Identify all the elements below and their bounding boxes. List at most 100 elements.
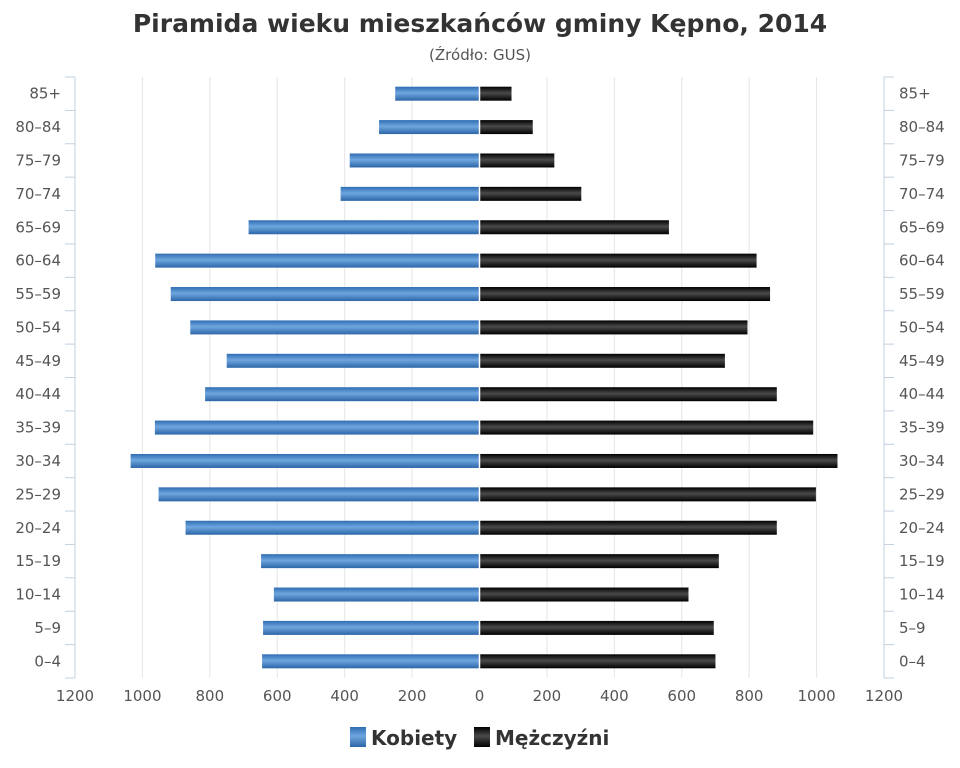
x-tick-label: 1200 — [56, 687, 94, 705]
bar-kobiety[interactable] — [170, 287, 480, 302]
category-label-right: 70–74 — [899, 185, 945, 203]
category-label-right: 5–9 — [899, 619, 926, 637]
category-label-right: 80–84 — [899, 118, 945, 136]
bar-kobiety[interactable] — [185, 520, 480, 535]
bar-mezczyzni[interactable] — [479, 220, 669, 235]
category-label-right: 65–69 — [899, 218, 945, 236]
category-label-left: 35–39 — [15, 419, 61, 437]
x-tick-labels: 1200 1000 800 600 400 200 0 200 400 600 800 1000 120… — [56, 687, 903, 705]
category-label-left: 55–59 — [15, 285, 61, 303]
bar-mezczyzni[interactable] — [479, 287, 771, 302]
x-tick-label: 800 — [196, 687, 225, 705]
bar-kobiety[interactable] — [190, 320, 480, 335]
bar-kobiety[interactable] — [205, 387, 480, 402]
chart-subtitle: (Źródło: GUS) — [429, 45, 531, 64]
category-label-left: 80–84 — [15, 118, 61, 136]
category-label-right: 85+ — [899, 85, 931, 103]
category-label-left: 70–74 — [15, 185, 61, 203]
legend-swatch-mezczyzni — [474, 727, 490, 747]
bar-kobiety[interactable] — [248, 220, 480, 235]
category-label-left: 75–79 — [15, 151, 61, 169]
category-label-right: 10–14 — [899, 586, 945, 604]
legend-label-kobiety: Kobiety — [371, 726, 457, 750]
category-label-right: 30–34 — [899, 452, 945, 470]
category-label-left: 45–49 — [15, 352, 61, 370]
bar-kobiety[interactable] — [261, 554, 480, 569]
x-tick-label: 800 — [735, 687, 764, 705]
category-labels: 85+ 85+ 80–84 80–84 75–79 75–79 70–74 70–74 65–6… — [15, 85, 944, 671]
bar-kobiety[interactable] — [158, 487, 480, 502]
legend-label-mezczyzni: Mężczyźni — [495, 726, 609, 750]
bar-mezczyzni[interactable] — [479, 120, 533, 135]
bar-kobiety[interactable] — [130, 453, 480, 468]
bar-mezczyzni[interactable] — [479, 353, 725, 368]
bar-kobiety[interactable] — [379, 120, 480, 135]
category-label-left: 65–69 — [15, 218, 61, 236]
bar-mezczyzni[interactable] — [479, 253, 757, 268]
bar-mezczyzni[interactable] — [479, 453, 838, 468]
bar-kobiety[interactable] — [349, 153, 480, 168]
x-tick-label: 400 — [330, 687, 359, 705]
bar-kobiety[interactable] — [262, 654, 480, 669]
bar-kobiety[interactable] — [340, 186, 480, 201]
bar-mezczyzni[interactable] — [479, 554, 719, 569]
category-label-right: 15–19 — [899, 552, 945, 570]
x-tick-label: 400 — [600, 687, 629, 705]
bar-kobiety[interactable] — [155, 253, 480, 268]
category-label-right: 0–4 — [899, 652, 926, 670]
bar-mezczyzni[interactable] — [479, 520, 777, 535]
category-label-left: 0–4 — [34, 652, 61, 670]
category-label-left: 20–24 — [15, 519, 61, 537]
category-label-right: 60–64 — [899, 252, 945, 270]
bars — [130, 77, 838, 678]
bar-mezczyzni[interactable] — [479, 587, 689, 602]
x-tick-label: 1000 — [797, 687, 835, 705]
bar-kobiety[interactable] — [154, 420, 480, 435]
x-tick-label: 0 — [475, 687, 485, 705]
bar-mezczyzni[interactable] — [479, 320, 748, 335]
category-label-left: 10–14 — [15, 586, 61, 604]
bar-mezczyzni[interactable] — [479, 186, 582, 201]
x-tick-label: 200 — [533, 687, 562, 705]
bar-mezczyzni[interactable] — [479, 387, 777, 402]
bar-mezczyzni[interactable] — [479, 86, 512, 101]
x-tick-label: 1000 — [123, 687, 161, 705]
x-tick-label: 600 — [263, 687, 292, 705]
x-tick-label: 200 — [398, 687, 427, 705]
category-label-left: 50–54 — [15, 318, 61, 336]
chart-title: Piramida wieku mieszkańców gminy Kępno, … — [133, 9, 827, 38]
legend-swatch-kobiety — [350, 727, 366, 747]
x-tick-label: 1200 — [865, 687, 903, 705]
bar-kobiety[interactable] — [395, 86, 480, 101]
bar-mezczyzni[interactable] — [479, 620, 714, 635]
x-tick-label: 600 — [667, 687, 696, 705]
bar-mezczyzni[interactable] — [479, 654, 716, 669]
bar-mezczyzni[interactable] — [479, 153, 555, 168]
category-label-right: 50–54 — [899, 318, 945, 336]
category-label-right: 40–44 — [899, 385, 945, 403]
category-label-left: 25–29 — [15, 485, 61, 503]
category-label-right: 45–49 — [899, 352, 945, 370]
legend-item-mezczyzni[interactable]: Mężczyźni — [474, 726, 609, 750]
category-label-right: 55–59 — [899, 285, 945, 303]
bar-kobiety[interactable] — [273, 587, 480, 602]
category-label-left: 85+ — [29, 85, 61, 103]
bar-mezczyzni[interactable] — [479, 487, 816, 502]
category-label-left: 60–64 — [15, 252, 61, 270]
category-label-right: 35–39 — [899, 419, 945, 437]
category-label-left: 5–9 — [34, 619, 61, 637]
category-label-left: 30–34 — [15, 452, 61, 470]
category-label-left: 15–19 — [15, 552, 61, 570]
category-label-right: 75–79 — [899, 151, 945, 169]
bar-kobiety[interactable] — [263, 620, 480, 635]
category-label-left: 40–44 — [15, 385, 61, 403]
category-label-right: 20–24 — [899, 519, 945, 537]
axes — [65, 76, 894, 679]
bar-kobiety[interactable] — [226, 353, 480, 368]
category-label-right: 25–29 — [899, 485, 945, 503]
legend-item-kobiety[interactable]: Kobiety — [350, 726, 457, 750]
legend: Kobiety Mężczyźni — [350, 726, 609, 750]
bar-mezczyzni[interactable] — [479, 420, 814, 435]
